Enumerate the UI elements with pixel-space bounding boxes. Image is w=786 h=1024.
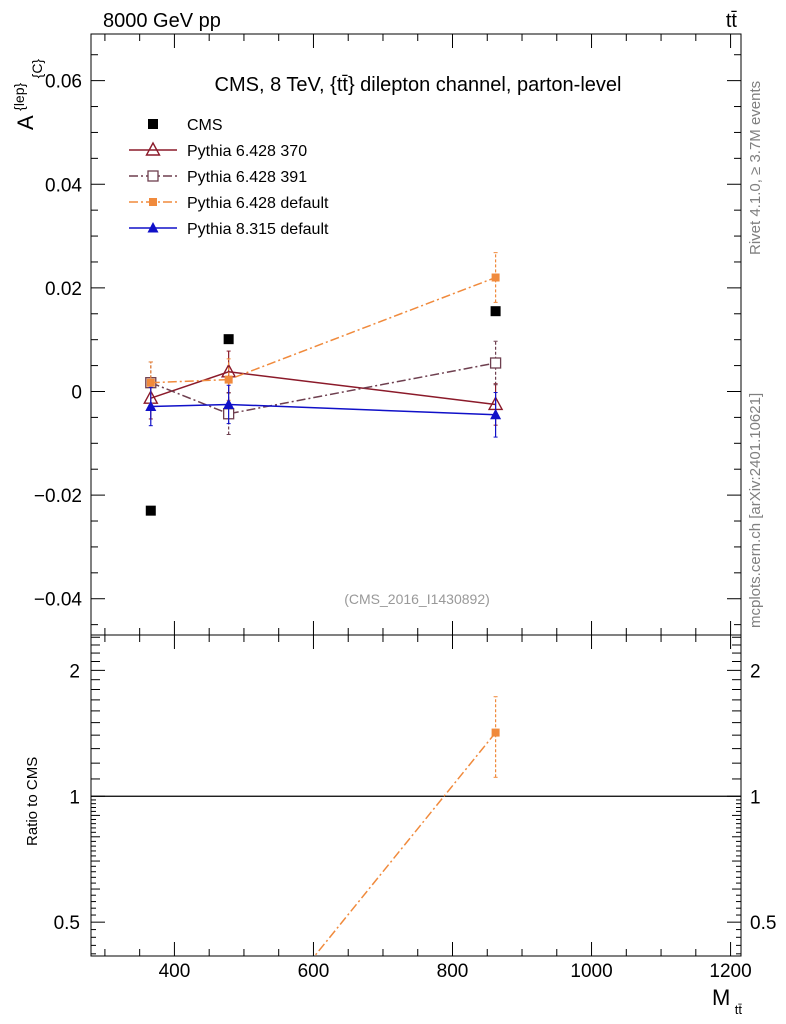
- x-axis-label-subscript: tt̄: [735, 1002, 743, 1017]
- energy-label: 8000 GeV pp: [103, 10, 221, 32]
- ratio-x-tick-label: 800: [437, 961, 469, 982]
- ratio-x-tick-label: 600: [298, 961, 330, 982]
- legend-item: CMS: [148, 117, 223, 134]
- main-y-tick-label: 0: [71, 382, 82, 403]
- legend-item: Pythia 6.428 391: [129, 169, 307, 186]
- series-pythia-6-428-370: [143, 350, 504, 426]
- main-y-tick-label: −0.04: [34, 590, 83, 611]
- series-cms: [145, 306, 501, 516]
- ratio-x-ticks: [104, 635, 732, 956]
- legend: CMS Pythia 6.428 370 Pythia 6.428 391 Pythi…: [129, 117, 329, 238]
- series-line: [150, 276, 496, 384]
- ratio-x-tick-label: 400: [159, 961, 191, 982]
- ratio-line: [313, 732, 497, 956]
- data-point: [490, 306, 501, 317]
- main-y-tick-label: −0.02: [34, 486, 82, 507]
- main-y-tick-labels: −0.04 −0.02 0 0.02 0.04 0.06: [34, 72, 83, 611]
- series-line: [150, 362, 496, 415]
- rivet-version-label: Rivet 4.1.0, ≥ 3.7M events: [747, 81, 764, 255]
- legend-marker: [145, 141, 161, 156]
- ratio-y-tick-label: 1: [69, 787, 80, 808]
- y-axis-label-subscript: {C}: [29, 59, 45, 79]
- ratio-x-tick-labels: 400 600 800 1000 1200: [159, 961, 752, 982]
- ratio-panel: 0.5 0.5 1 1 2 2 400 600 800 1000 1200 Ratio to CM…: [24, 634, 777, 1017]
- analysis-id-label: (CMS_2016_I1430892): [344, 591, 490, 607]
- ratio-y-tick-label: 2: [69, 661, 80, 682]
- legend-marker: [148, 119, 158, 129]
- ratio-series-pythia-6-428-default: [313, 696, 500, 956]
- main-series-layer: [143, 252, 504, 516]
- ratio-x-tick-label: 1000: [570, 961, 612, 982]
- mcplots-label: mcplots.cern.ch [arXiv:2401.10621]: [747, 393, 764, 628]
- x-axis-label-base: M: [712, 985, 730, 1010]
- ratio-y-ticks: [91, 636, 741, 955]
- ratio-y-tick-label-right: 0.5: [750, 913, 776, 934]
- legend-item: Pythia 6.428 370: [129, 141, 307, 160]
- data-point: [223, 398, 235, 409]
- legend-item: Pythia 8.315 default: [129, 221, 329, 238]
- legend-marker: [147, 222, 159, 233]
- legend-marker: [149, 198, 157, 206]
- ratio-x-tick-label: 1200: [709, 961, 751, 982]
- main-panel: −0.04 −0.02 0 0.02 0.04 0.06 CMS, 8 TeV, {tt̄…: [11, 33, 742, 636]
- data-point: [145, 505, 156, 516]
- series-pythia-6-428-default: [146, 252, 500, 404]
- ratio-y-tick-label: 0.5: [54, 913, 80, 934]
- data-point: [223, 334, 234, 345]
- main-y-axis-label: A {lep} {C}: [11, 59, 45, 130]
- series-pythia-6-428-391: [145, 340, 502, 435]
- data-point: [489, 357, 502, 369]
- process-label: tt̄: [726, 10, 738, 32]
- data-point: [146, 378, 155, 387]
- ratio-panel-frame: [90, 634, 742, 957]
- series-line: [150, 371, 496, 406]
- main-x-ticks: [104, 34, 732, 635]
- legend-item: Pythia 6.428 default: [129, 195, 329, 212]
- ratio-y-axis-label: Ratio to CMS: [24, 757, 41, 846]
- ratio-series-layer: [91, 696, 741, 956]
- data-point: [491, 273, 500, 282]
- data-point: [490, 408, 502, 420]
- legend-marker: [147, 170, 159, 182]
- legend-label: Pythia 8.315 default: [187, 221, 329, 238]
- ratio-data-point: [491, 728, 500, 737]
- legend-label: Pythia 6.428 391: [187, 169, 307, 186]
- ratio-y-tick-label-right: 1: [750, 787, 761, 808]
- data-point: [145, 400, 157, 412]
- legend-label: Pythia 6.428 370: [187, 143, 307, 160]
- main-y-tick-label: 0.04: [45, 175, 82, 196]
- series-pythia-8-315-default: [145, 384, 502, 438]
- ratio-y-tick-label-right: 2: [750, 661, 761, 682]
- main-y-tick-label: 0.06: [45, 72, 82, 93]
- y-axis-label-base: A: [13, 115, 38, 130]
- legend-label: CMS: [187, 117, 223, 134]
- plot-title: CMS, 8 TeV, {tt̄} dilepton channel, part…: [215, 74, 622, 96]
- series-line: [150, 403, 496, 416]
- main-y-ticks: [91, 54, 741, 626]
- ratio-y-tick-labels: 0.5 0.5 1 1 2 2: [54, 661, 777, 934]
- y-axis-label-superscript: {lep}: [11, 83, 27, 111]
- x-axis-label: M tt̄: [712, 985, 742, 1017]
- data-point: [224, 375, 233, 384]
- legend-label: Pythia 6.428 default: [187, 195, 329, 212]
- main-y-tick-label: 0.02: [45, 279, 82, 300]
